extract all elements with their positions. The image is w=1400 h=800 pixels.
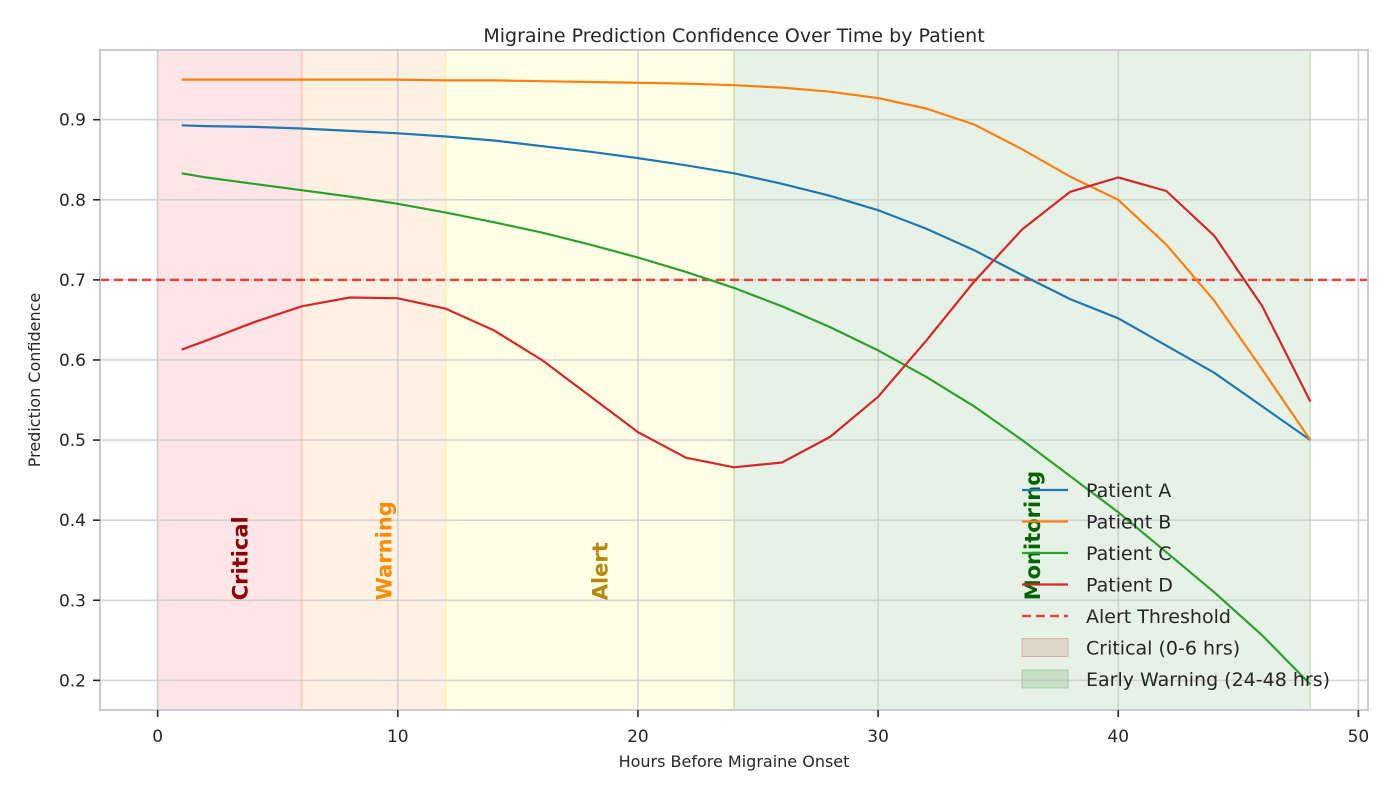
y-tick-label-0-7: 0.7 bbox=[59, 271, 86, 291]
zone-warning bbox=[300, 49, 447, 711]
series-line-patient-c bbox=[181, 172, 1312, 686]
y-tick-label-0-9: 0.9 bbox=[59, 111, 86, 131]
y-tick-label-0-3: 0.3 bbox=[59, 591, 86, 611]
y-tick-label-0-8: 0.8 bbox=[59, 191, 86, 211]
y-tick-label-0-6: 0.6 bbox=[59, 351, 86, 371]
zone-critical bbox=[156, 49, 303, 711]
series-line-patient-d bbox=[181, 176, 1312, 469]
legend-label-alert-threshold: Alert Threshold bbox=[1086, 606, 1231, 628]
x-tick-label-40: 40 bbox=[1107, 727, 1129, 747]
x-tick-label-20: 20 bbox=[627, 727, 649, 747]
series-line-patient-a bbox=[181, 124, 1312, 442]
legend: Patient A Patient B Patient C Patient D Aler… bbox=[1021, 480, 1330, 691]
chart-title: Migraine Prediction Confidence Over Time… bbox=[483, 25, 984, 47]
plot-frame bbox=[99, 49, 1369, 711]
frame-layer bbox=[99, 49, 1369, 711]
x-axis-label: Hours Before Migraine Onset bbox=[619, 752, 850, 771]
zone-label-critical: Critical bbox=[228, 516, 252, 600]
series-line-patient-b bbox=[181, 78, 1312, 441]
legend-label-critical-0-6-hrs: Critical (0-6 hrs) bbox=[1086, 638, 1240, 660]
y-tick-label-0-5: 0.5 bbox=[59, 431, 86, 451]
x-tick-label-0: 0 bbox=[152, 727, 163, 747]
zone-alert bbox=[445, 49, 735, 711]
legend-patch-early-warning-24-48-hrs bbox=[1021, 669, 1069, 689]
ticks-layer: 0 10 20 30 40 50 0.2 0.3 0.4 0.5 0.6 0.7 0.8 0.9 bbox=[59, 111, 1369, 747]
series-layer bbox=[181, 78, 1312, 686]
y-tick-label-0-2: 0.2 bbox=[59, 671, 86, 691]
zone-label-warning: Warning bbox=[372, 501, 396, 600]
zone-label-alert: Alert bbox=[589, 542, 613, 600]
legend-label-early-warning-24-48-hrs: Early Warning (24-48 hrs) bbox=[1086, 669, 1330, 691]
y-tick-label-0-4: 0.4 bbox=[59, 511, 86, 531]
y-axis-label: Prediction Confidence bbox=[25, 293, 44, 468]
x-tick-label-30: 30 bbox=[867, 727, 889, 747]
legend-label-patient-b: Patient B bbox=[1086, 512, 1171, 534]
x-tick-label-10: 10 bbox=[387, 727, 409, 747]
legend-label-patient-d: Patient D bbox=[1086, 575, 1173, 597]
legend-label-patient-a: Patient A bbox=[1086, 480, 1171, 502]
x-tick-label-50: 50 bbox=[1348, 727, 1370, 747]
legend-label-patient-c: Patient C bbox=[1086, 543, 1171, 565]
legend-patch-critical-0-6-hrs bbox=[1021, 638, 1069, 657]
zone-label-monitoring: Monitoring bbox=[1021, 471, 1045, 600]
zone-labels-layer: Critical Warning Alert Monitoring bbox=[228, 471, 1045, 600]
